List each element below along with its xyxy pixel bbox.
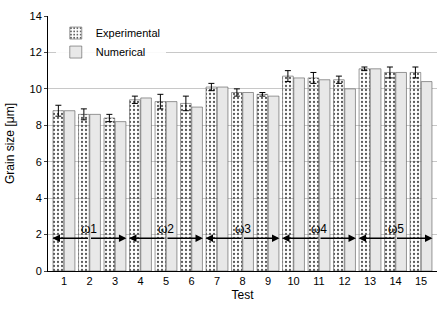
- svg-text:6: 6: [188, 275, 194, 287]
- svg-text:5: 5: [163, 275, 169, 287]
- svg-text:4: 4: [36, 192, 42, 204]
- svg-text:8: 8: [36, 119, 42, 131]
- svg-text:6: 6: [36, 156, 42, 168]
- svg-text:ω4: ω4: [311, 222, 327, 236]
- svg-text:ω1: ω1: [81, 222, 97, 236]
- svg-text:ω2: ω2: [158, 222, 174, 236]
- svg-text:Numerical: Numerical: [96, 46, 146, 58]
- svg-text:8: 8: [239, 275, 245, 287]
- svg-text:7: 7: [214, 275, 220, 287]
- svg-text:1: 1: [61, 275, 67, 287]
- svg-text:3: 3: [112, 275, 118, 287]
- svg-text:0: 0: [36, 265, 42, 277]
- svg-text:ω5: ω5: [388, 222, 404, 236]
- svg-text:9: 9: [265, 275, 271, 287]
- svg-text:12: 12: [30, 46, 42, 58]
- svg-text:2: 2: [36, 228, 42, 240]
- svg-text:13: 13: [364, 275, 376, 287]
- svg-text:10: 10: [30, 83, 42, 95]
- svg-text:14: 14: [389, 275, 401, 287]
- svg-text:Test: Test: [231, 288, 254, 302]
- svg-text:15: 15: [415, 275, 427, 287]
- svg-text:10: 10: [287, 275, 299, 287]
- svg-text:12: 12: [338, 275, 350, 287]
- svg-text:Experimental: Experimental: [96, 27, 160, 39]
- svg-text:14: 14: [30, 10, 42, 22]
- svg-text:2: 2: [86, 275, 92, 287]
- svg-text:11: 11: [313, 275, 324, 287]
- svg-text:ω3: ω3: [235, 222, 251, 236]
- svg-text:Grain size [μm]: Grain size [μm]: [3, 103, 17, 184]
- svg-text:4: 4: [137, 275, 143, 287]
